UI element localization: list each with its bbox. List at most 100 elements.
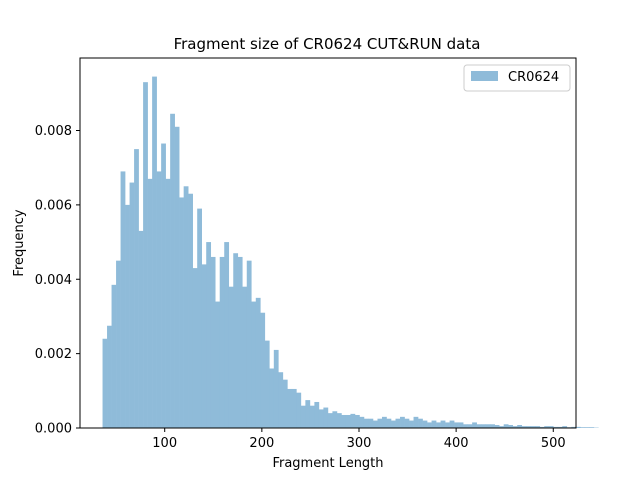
histogram-bar [247,261,252,428]
histogram-bar [188,194,193,428]
histogram-bar [238,257,243,428]
histogram-bar [373,421,378,428]
histogram-bar [368,419,373,428]
histogram-bar [346,415,351,428]
histogram-bar [445,422,450,428]
histogram-bar [161,144,166,428]
histogram-bar [423,421,428,428]
histogram-bar [184,186,189,428]
histogram-bar [287,389,292,428]
histogram-bar [504,424,509,428]
histogram-bar [441,421,446,428]
histogram-bar [396,419,401,428]
histogram-bar [468,424,473,428]
histogram-bar [260,313,265,428]
histogram-bar [490,424,495,428]
x-tick-label: 300 [347,436,372,451]
histogram-bar [305,400,310,428]
histogram-bar [432,421,437,428]
histogram-bar [175,127,180,428]
histogram-bar [350,414,355,428]
histogram-bar [242,287,247,428]
legend: CR0624 [464,65,570,91]
y-tick-label: 0.002 [35,347,72,362]
histogram-bar [166,179,171,428]
histogram-bar [269,369,274,429]
histogram-bar [585,427,590,428]
histogram-bar [179,197,184,428]
histogram-bar [211,257,216,428]
x-tick-label: 100 [152,436,177,451]
x-tick-label: 400 [444,436,469,451]
y-axis-label: Frequency [12,209,27,276]
histogram-bar [229,287,234,428]
histogram-bar [130,183,135,428]
histogram-bar [405,419,410,428]
histogram-bar [121,171,126,428]
histogram-bar [387,419,392,428]
histogram-bar [148,179,153,428]
histogram-bar [377,419,382,428]
histogram-bar [256,298,261,428]
histogram-bar [283,380,288,428]
y-tick-label: 0.004 [35,273,72,288]
histogram-bar [481,424,486,428]
histogram-bar [193,268,198,428]
histogram-bar [341,415,346,428]
y-tick-label: 0.000 [35,422,72,437]
histogram-bar [170,114,175,428]
histogram-bar [125,205,130,428]
histogram-bar [486,424,491,428]
histogram-bar [215,302,220,428]
histogram-bar [418,419,423,428]
histogram-bar [224,242,229,428]
histogram-bar [355,415,360,428]
histogram-bar [450,421,455,428]
histogram-bar [359,417,364,428]
histogram-bar [278,372,283,428]
histogram-bar [134,149,139,428]
histogram-bar [310,406,315,428]
histogram-bar [233,253,238,428]
y-tick-label: 0.006 [35,198,72,213]
histogram-bar [314,402,319,428]
histogram-bar [157,171,162,428]
histogram-bar [296,393,301,428]
histogram-bar [103,339,108,428]
histogram-bar [364,419,369,428]
x-tick-label: 500 [541,436,566,451]
x-axis-label: Fragment Length [272,456,383,471]
histogram-bar [220,257,225,428]
y-tick-label: 0.008 [35,124,72,139]
histogram-bar [152,77,157,428]
histogram-bar [409,421,414,428]
histogram-bar [274,350,279,428]
histogram-bar [301,406,306,428]
histogram-bar [454,422,459,428]
histogram-bar [459,422,464,428]
histogram-bar [436,422,441,428]
histogram-bar [107,326,112,428]
histogram-bar [576,427,581,428]
histogram-bar [414,417,419,428]
histogram-bar [400,417,405,428]
histogram-bar [323,408,328,428]
histogram-bar [265,341,270,428]
histogram-bar [328,413,333,428]
histogram-bar [391,421,396,428]
histogram-bar [139,231,144,428]
histogram-bar [477,424,482,428]
histogram-bar [319,409,324,428]
legend-label: CR0624 [508,70,559,85]
histogram-bar [382,417,387,428]
histogram-bar [463,424,468,428]
histogram-bar [589,427,594,428]
histogram-bar [206,242,211,428]
x-tick-label: 200 [249,436,274,451]
histogram-bar [112,285,117,428]
histogram-bar [202,264,207,428]
histogram-bar [116,261,121,428]
chart-title: Fragment size of CR0624 CUT&RUN data [174,35,481,53]
